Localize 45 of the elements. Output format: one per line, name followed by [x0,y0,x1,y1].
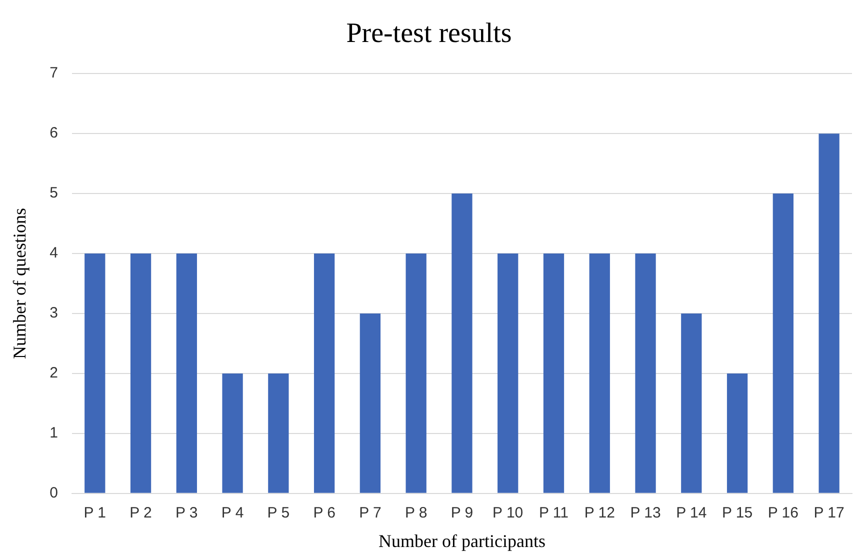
y-tick-label: 3 [50,304,58,322]
bar [222,373,243,493]
y-axis-title: Number of questions [10,208,30,359]
y-tick-label: 6 [50,124,58,142]
x-tick-label: P 3 [176,504,198,522]
bar [360,313,381,493]
bar [452,194,472,493]
x-tick-label: P 2 [130,504,152,522]
y-tick-label: 0 [50,484,58,502]
x-axis-title: Number of participants [378,530,546,551]
x-tick-label: P 17 [814,504,844,522]
x-tick-label: P 9 [450,504,474,522]
bar [176,254,197,493]
x-tick-label: P 14 [676,504,707,522]
x-tick-label: P 8 [404,504,428,522]
x-tick-label: P 6 [313,504,336,522]
bar [818,134,840,493]
y-tick-label: 2 [50,364,58,382]
x-tick-label: P 5 [267,504,290,522]
bar [635,254,656,493]
bar [314,254,335,493]
x-tick-label: P 10 [492,504,524,522]
bar [543,254,564,493]
x-tick-label: P 7 [359,504,382,522]
y-tick-label: 7 [50,64,58,82]
bar [268,373,289,493]
bar [84,254,106,493]
x-tick-label: P 13 [630,504,661,522]
y-tick-label: 5 [50,184,58,202]
y-tick-label: 1 [50,424,58,442]
x-tick-label: P 16 [768,504,798,522]
y-tick-label: 4 [50,244,58,262]
x-tick-label: P 4 [221,504,244,522]
bar [498,254,518,493]
x-tick-label: P 1 [84,504,106,522]
bar [772,194,794,493]
x-tick-label: P 15 [722,504,753,522]
bar [406,254,426,493]
x-tick-label: P 12 [584,504,615,522]
chart-title: Pre-test results [346,18,512,50]
bar [130,254,152,493]
x-tick-label: P 11 [539,504,568,522]
bar [726,373,748,493]
bar [589,254,610,493]
bar [681,313,702,493]
